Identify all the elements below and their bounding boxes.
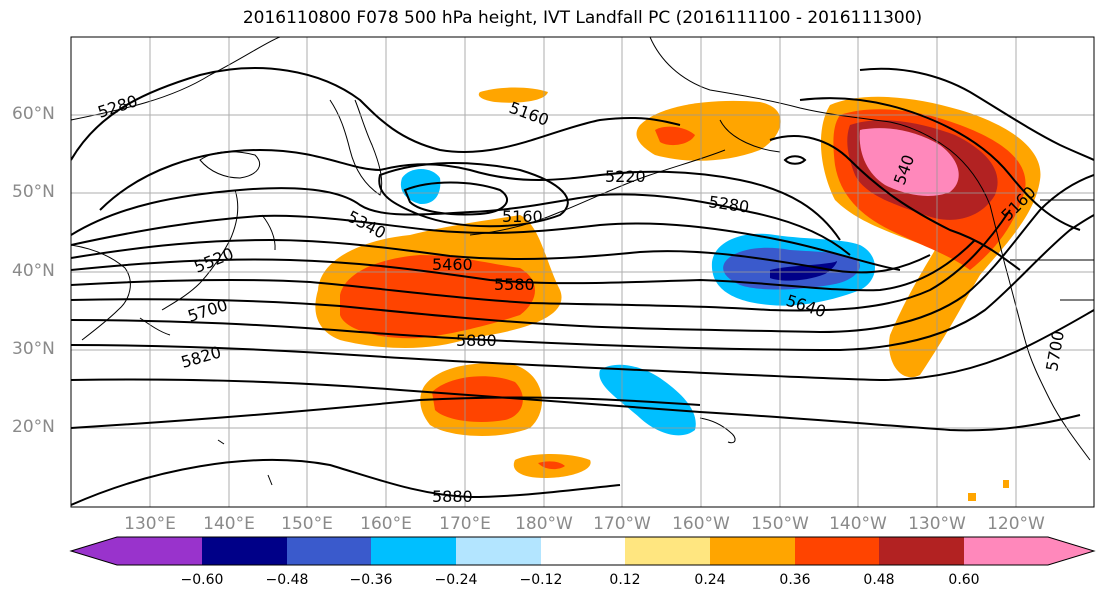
lon-label: 150°E [281, 514, 333, 534]
colorbar-tick-label: −0.48 [265, 572, 309, 588]
lat-label: 50°N [12, 182, 55, 202]
lon-label: 130°E [124, 514, 176, 534]
colorbar [69, 536, 1096, 566]
lat-label: 40°N [12, 261, 55, 281]
colorbar-tick-label: 0.48 [863, 572, 895, 588]
lon-label: 140°W [829, 514, 887, 534]
contour-label: 5220 [605, 167, 646, 186]
colorbar-extend-high [1048, 537, 1094, 565]
height-contours [71, 67, 1094, 506]
lon-label: 120°W [987, 514, 1045, 534]
lon-label: 180°W [515, 514, 573, 534]
colorbar-tick-label: −0.60 [180, 572, 224, 588]
colorbar-tick-label: 0.60 [948, 572, 980, 588]
colorbar-tick-label: 0.36 [779, 572, 811, 588]
lat-label: 30°N [12, 339, 55, 359]
lon-label: 160°E [360, 514, 412, 534]
colorbar-tick-label: 0.24 [694, 572, 726, 588]
colorbar-tick-label: 0.12 [609, 572, 641, 588]
colorbar-tick-label: −0.36 [349, 572, 393, 588]
lon-label: 170°E [439, 514, 491, 534]
map-area: 5280 5160 5220 5160 5280 5340 5460 5580 … [71, 37, 1094, 507]
lat-label: 20°N [12, 417, 55, 437]
map-frame [70, 36, 1095, 508]
contour-labels: 5280 5160 5220 5160 5280 5340 5460 5580 … [95, 91, 1068, 506]
colorbar-tick-label: −0.24 [434, 572, 478, 588]
lon-label: 170°W [593, 514, 651, 534]
contour-label: 5460 [432, 255, 473, 274]
ivt-shading [315, 87, 1041, 501]
lon-label: 130°W [908, 514, 966, 534]
lon-label: 140°E [203, 514, 255, 534]
colorbar-tick-label: −0.12 [519, 572, 563, 588]
lon-label: 150°W [751, 514, 809, 534]
contour-label: 5880 [456, 331, 497, 350]
figure-title: 2016110800 F078 500 hPa height, IVT Land… [242, 8, 923, 28]
lon-label: 160°W [672, 514, 730, 534]
colorbar-extend-low [71, 537, 117, 565]
contour-label: 5580 [494, 275, 535, 294]
contour-label: 5880 [432, 487, 473, 506]
contour-label: 5160 [502, 207, 543, 226]
lat-label: 60°N [12, 104, 55, 124]
